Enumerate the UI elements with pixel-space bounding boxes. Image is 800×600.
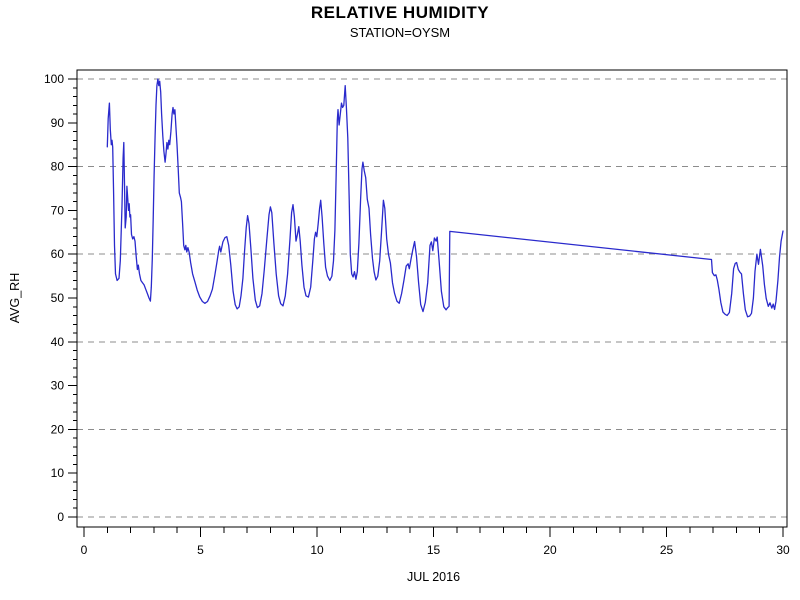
y-tick-label: 50: [51, 291, 65, 305]
y-tick-label: 100: [44, 72, 64, 86]
chart-title: RELATIVE HUMIDITY: [310, 3, 490, 22]
x-tick-label: 0: [81, 543, 88, 557]
y-tick-label: 90: [51, 116, 65, 130]
x-tick-label: 10: [310, 543, 324, 557]
y-tick-label: 80: [51, 160, 65, 174]
x-tick-label: 5: [197, 543, 204, 557]
x-tick-label: 15: [427, 543, 441, 557]
y-tick-label: 60: [51, 247, 65, 261]
x-tick-label: 25: [660, 543, 674, 557]
chart-subtitle: STATION=OYSM: [349, 25, 451, 40]
plot-frame: [76, 69, 788, 528]
x-axis-label: JUL 2016: [407, 570, 460, 584]
y-tick-label: 20: [51, 422, 65, 436]
x-tick-label: 20: [543, 543, 557, 557]
y-tick-label: 40: [51, 335, 65, 349]
y-tick-label: 10: [51, 466, 65, 480]
y-tick-label: 30: [51, 379, 65, 393]
y-tick-label: 70: [51, 203, 65, 217]
y-axis-label: AVG_RH: [8, 273, 22, 323]
y-tick-label: 0: [57, 510, 64, 524]
x-tick-label: 30: [776, 543, 790, 557]
humidity-line: [106, 78, 784, 318]
